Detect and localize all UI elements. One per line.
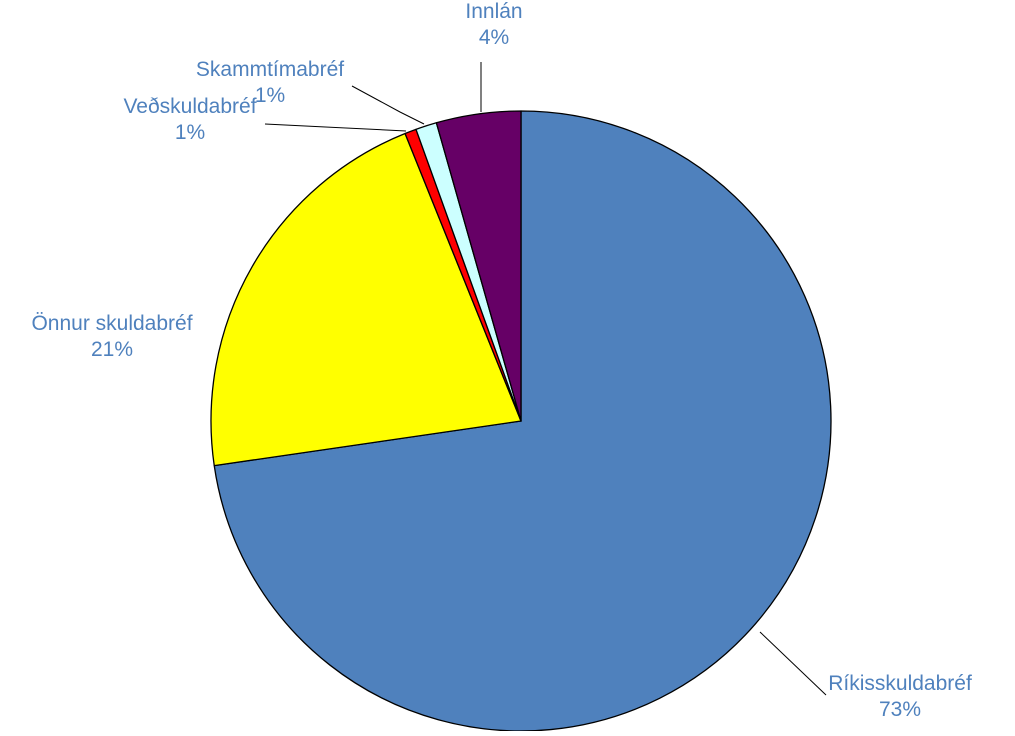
slice-name-label: Skammtímabréf <box>196 58 344 81</box>
slice-percent-label: 73% <box>879 698 921 721</box>
pie-slice <box>435 110 522 422</box>
slice-percent-label: 21% <box>91 338 133 361</box>
slice-name-label: Önnur skuldabréf <box>31 312 192 335</box>
leader-line <box>264 123 407 132</box>
slice-percent-label: 1% <box>255 84 285 107</box>
slice-name-label: Veðskuldabréf <box>123 95 256 118</box>
slice-percent-label: 1% <box>175 121 205 144</box>
pie-slice <box>210 132 522 467</box>
pie-slice <box>213 110 832 732</box>
slice-percent-label: 4% <box>479 26 509 49</box>
leader-line <box>759 631 827 696</box>
slice-name-label: Innlán <box>465 0 522 23</box>
leader-line <box>351 85 425 125</box>
slice-name-label: Ríkisskuldabréf <box>828 672 972 695</box>
